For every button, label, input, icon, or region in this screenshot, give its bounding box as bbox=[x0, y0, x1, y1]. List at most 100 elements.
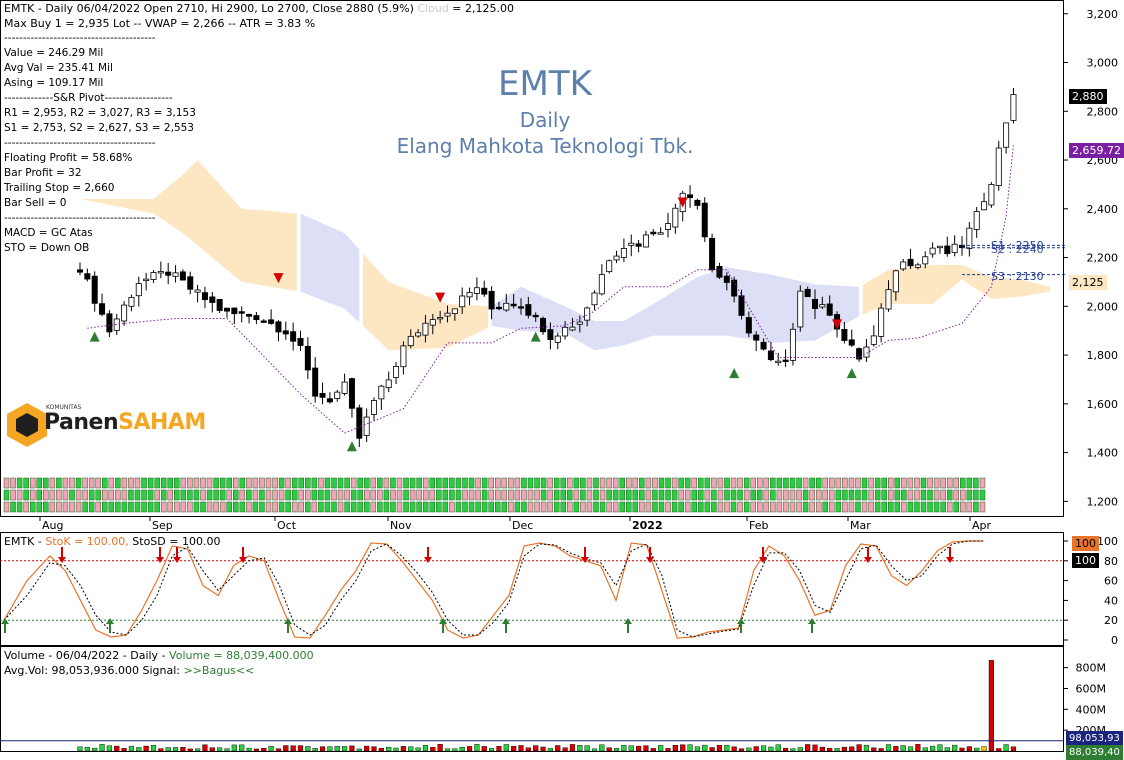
candle-up bbox=[988, 184, 995, 206]
signal-strip-cell bbox=[770, 477, 776, 489]
signal-strip-cell bbox=[305, 477, 311, 489]
signal-strip-cell bbox=[757, 477, 763, 489]
stochastic-panel[interactable]: 100 80 60 40 20 0 bbox=[0, 535, 1118, 647]
month-label: Nov bbox=[390, 519, 412, 532]
stoch-tick-label: 80 bbox=[1104, 555, 1118, 568]
volume-bar bbox=[106, 745, 113, 752]
signal-strip-cell bbox=[580, 501, 586, 513]
candle-up bbox=[466, 291, 473, 298]
volume-bar bbox=[577, 745, 583, 752]
volume-bar bbox=[422, 745, 429, 752]
stoch-buy-arrow bbox=[737, 618, 745, 624]
candle-down bbox=[760, 341, 767, 350]
candle-up bbox=[407, 335, 414, 347]
candle-down bbox=[701, 202, 708, 238]
volume-title-value: Volume = 88,039,400.000 bbox=[169, 649, 314, 662]
signal-strip-cell bbox=[645, 501, 652, 513]
info-line: R1 = 2,953, R2 = 3,027, R3 = 3,153 bbox=[4, 107, 196, 119]
signal-strip-cell bbox=[599, 489, 606, 501]
signal-strip-cell bbox=[946, 477, 953, 489]
candle-up bbox=[503, 302, 510, 311]
signal-strip-cell bbox=[658, 501, 665, 513]
signal-strip-cell bbox=[16, 477, 23, 489]
stoch-sell-arrow bbox=[173, 557, 181, 563]
candle-down bbox=[532, 314, 539, 318]
candle-down bbox=[231, 307, 238, 315]
volume-bar bbox=[231, 744, 237, 752]
candle-down bbox=[297, 337, 304, 346]
stoch-tick-label: 60 bbox=[1104, 575, 1118, 588]
volume-panel[interactable]: 800M600M400M200M bbox=[0, 660, 1106, 752]
month-label: Oct bbox=[277, 519, 297, 532]
candle-up bbox=[143, 278, 150, 282]
candle-down bbox=[540, 317, 547, 333]
volume-bar bbox=[930, 745, 936, 752]
candle-up bbox=[878, 307, 885, 337]
info-line: STO = Down OB bbox=[4, 242, 90, 254]
signal-strip-cell bbox=[134, 501, 141, 513]
signal-strip-cell bbox=[881, 489, 887, 501]
price-panel[interactable] bbox=[3, 87, 1065, 513]
info-line: ---------------------------------------- bbox=[4, 137, 156, 149]
signal-strip-cell bbox=[167, 501, 173, 513]
stoch-sell-arrow bbox=[864, 557, 872, 563]
signal-strip-cell bbox=[730, 489, 737, 501]
signal-strip-cell bbox=[324, 477, 331, 489]
candle-up bbox=[819, 304, 826, 308]
signal-strip-cell bbox=[174, 501, 180, 513]
volume-bar bbox=[606, 747, 612, 752]
watermark-timeframe: Daily bbox=[519, 108, 571, 132]
signal-strip-cell bbox=[226, 477, 232, 489]
signal-strip-cell bbox=[684, 489, 691, 501]
volume-bar bbox=[275, 748, 282, 752]
volume-bar bbox=[672, 745, 678, 752]
signal-strip-cell bbox=[422, 489, 429, 501]
signal-strip-cell bbox=[409, 501, 416, 513]
signal-strip-cell bbox=[285, 501, 291, 513]
signal-strip-cell bbox=[82, 477, 88, 489]
signal-strip-cell bbox=[160, 477, 167, 489]
signal-strip-cell bbox=[842, 489, 848, 501]
signal-strip-cell bbox=[416, 489, 422, 501]
candle-up bbox=[665, 223, 672, 230]
signal-strip-cell bbox=[115, 489, 121, 501]
buy-signal-arrow bbox=[346, 441, 357, 452]
volume-bar bbox=[753, 746, 759, 752]
signal-strip-cell bbox=[252, 501, 259, 513]
signal-strip-cell bbox=[95, 477, 101, 489]
signal-strip-cell bbox=[88, 489, 95, 501]
stoch-tick-label: 40 bbox=[1104, 594, 1118, 607]
signal-strip-cell bbox=[960, 489, 966, 501]
candle-up bbox=[113, 318, 120, 331]
signal-strip-cell bbox=[684, 501, 691, 513]
signal-strip-cell bbox=[888, 501, 894, 513]
volume-bar bbox=[408, 746, 414, 752]
candle-down bbox=[326, 398, 333, 403]
volume-bar bbox=[827, 748, 833, 752]
signal-strip-cell bbox=[940, 501, 946, 513]
ichimoku-cloud-bear bbox=[491, 267, 860, 351]
signal-strip-cell bbox=[495, 489, 501, 501]
volume-bar bbox=[540, 746, 546, 752]
signal-strip-cell bbox=[154, 489, 160, 501]
signal-strip-cell bbox=[95, 501, 101, 513]
signal-strip-cell bbox=[364, 501, 370, 513]
signal-strip-cell bbox=[226, 489, 232, 501]
signal-strip-cell bbox=[331, 501, 337, 513]
candle-up bbox=[576, 321, 583, 325]
volume-bar bbox=[261, 748, 267, 752]
volume-bar bbox=[128, 745, 135, 752]
signal-strip-cell bbox=[973, 489, 979, 501]
signal-strip-cell bbox=[802, 501, 809, 513]
ichimoku-cloud-bull bbox=[6, 160, 297, 292]
month-label: Feb bbox=[749, 519, 768, 532]
signal-strip-cell bbox=[534, 489, 540, 501]
signal-strip-cell bbox=[894, 489, 901, 501]
signal-strip-cell bbox=[586, 489, 593, 501]
info-line: Value = 246.29 Mil bbox=[4, 47, 104, 59]
signal-strip-cell bbox=[239, 477, 246, 489]
volume-bar bbox=[775, 744, 781, 752]
signal-strip-cell bbox=[553, 501, 560, 513]
signal-strip-cell bbox=[495, 501, 501, 513]
volume-bar bbox=[474, 744, 480, 752]
